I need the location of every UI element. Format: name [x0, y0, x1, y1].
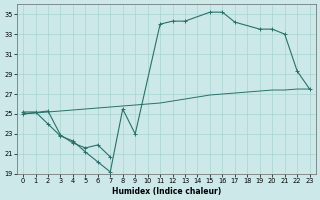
X-axis label: Humidex (Indice chaleur): Humidex (Indice chaleur) [112, 187, 221, 196]
